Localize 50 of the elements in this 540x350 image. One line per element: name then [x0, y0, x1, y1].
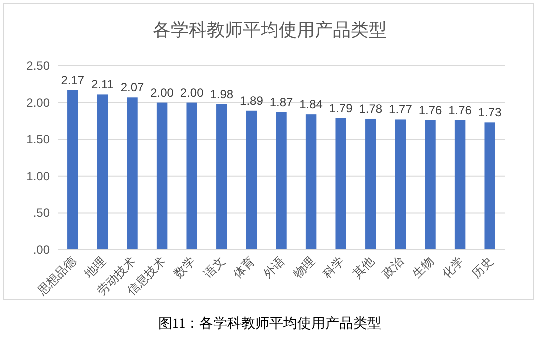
data-label: 1.84 [300, 98, 324, 112]
data-label: 2.07 [120, 80, 144, 95]
y-tick-label: 2.00 [26, 96, 50, 110]
x-tick-label: 体育 [230, 254, 258, 282]
y-tick-label: 2.50 [26, 59, 50, 73]
bar [246, 110, 258, 250]
chart-title: 各学科教师平均使用产品类型 [153, 20, 387, 40]
bar [395, 120, 406, 250]
x-tick-label: 外语 [260, 254, 288, 282]
x-tick-label: 生物 [410, 254, 437, 282]
x-tick-label: 科学 [320, 254, 348, 282]
bar [216, 104, 228, 250]
data-label: 1.76 [418, 103, 442, 118]
data-label: 1.89 [240, 94, 264, 108]
data-label: 1.76 [448, 103, 472, 118]
data-label: 1.73 [478, 106, 502, 120]
y-tick-label: 1.00 [26, 169, 50, 184]
data-label: 2.00 [150, 86, 174, 100]
x-tick-label: 政治 [380, 254, 407, 282]
x-tick-label: 语文 [201, 254, 228, 282]
data-label: 1.78 [359, 102, 383, 116]
bar [97, 94, 108, 250]
y-tick-label: 1.50 [26, 132, 50, 147]
x-tick-label: 历史 [469, 254, 496, 282]
bar [68, 90, 78, 250]
data-label: 1.79 [329, 101, 354, 116]
bar [306, 114, 317, 250]
x-tick-label: 数学 [171, 254, 198, 282]
data-label: 1.87 [270, 95, 294, 110]
caption: 图11：各学科教师平均使用产品类型 [158, 316, 382, 332]
bar [366, 118, 376, 250]
bar [276, 112, 287, 250]
bar [425, 120, 436, 250]
x-tick-label: 化学 [440, 254, 466, 282]
bar [127, 98, 138, 250]
x-tick-label: 物理 [290, 254, 318, 282]
x-tick-label: 思想品德 [34, 254, 80, 299]
data-label: 2.11 [91, 78, 114, 92]
bar [484, 122, 496, 250]
bar [336, 118, 346, 250]
data-label: 1.77 [389, 102, 413, 117]
y-tick-label: .00 [33, 243, 50, 257]
bar [186, 102, 198, 250]
x-tick-label: 其他 [350, 254, 378, 282]
bar [156, 102, 168, 250]
bar [454, 120, 466, 250]
data-label: 1.98 [210, 87, 234, 102]
data-label: 2.00 [180, 86, 204, 100]
data-label: 2.17 [61, 73, 85, 88]
y-tick-label: .50 [33, 206, 50, 220]
